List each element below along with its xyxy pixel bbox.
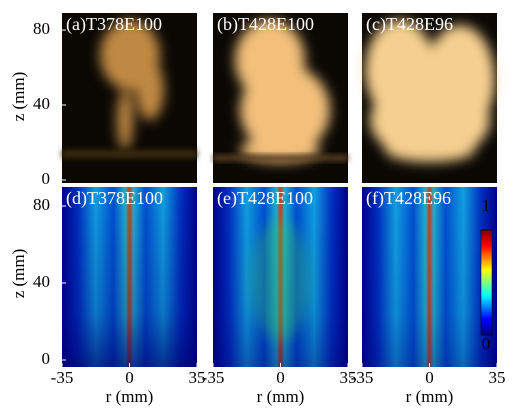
panel-label: (d)T378E100 bbox=[66, 188, 163, 209]
panel-label: (e)T428E100 bbox=[217, 188, 313, 209]
y-tick-label: 0 bbox=[42, 349, 51, 368]
panel-label: (a)T378E100 bbox=[66, 14, 162, 35]
heatmap-d bbox=[62, 187, 197, 367]
y-axis-label: z (mm) bbox=[9, 72, 28, 122]
y-tick-label: 80 bbox=[33, 195, 50, 214]
flame-c bbox=[362, 13, 497, 183]
heatmap-e bbox=[213, 187, 348, 367]
x-axis-label: r (mm) bbox=[106, 387, 154, 406]
x-tick-label: -35 bbox=[202, 368, 225, 387]
y-tick-label: 40 bbox=[33, 272, 50, 291]
flame-b bbox=[213, 13, 348, 183]
panel-label: (f)T428E96 bbox=[366, 188, 451, 209]
x-tick-label: 0 bbox=[276, 368, 285, 387]
y-tick-label: 40 bbox=[33, 94, 50, 113]
colorbar-tick-label: 0 bbox=[482, 334, 491, 353]
panel-label: (b)T428E100 bbox=[217, 14, 314, 35]
x-tick-label: -35 bbox=[51, 368, 74, 387]
y-tick-label: 80 bbox=[33, 19, 50, 38]
x-tick-label: 0 bbox=[425, 368, 434, 387]
x-axis-label: r (mm) bbox=[257, 387, 305, 406]
flame-a bbox=[62, 13, 197, 183]
x-tick-label: 0 bbox=[125, 368, 134, 387]
panel-label: (c)T428E96 bbox=[366, 14, 453, 35]
x-axis-label: r (mm) bbox=[406, 387, 454, 406]
colorbar-tick-label: 1 bbox=[482, 196, 491, 215]
colorbar bbox=[481, 230, 492, 335]
x-tick-label: -35 bbox=[351, 368, 374, 387]
heatmap-f bbox=[362, 187, 497, 367]
figure: (a)T378E100 (b)T428E100 (c)T428E96 (d)T378E… bbox=[0, 0, 520, 409]
y-axis-label: z (mm) bbox=[9, 249, 28, 299]
x-tick-label: 35 bbox=[489, 368, 506, 387]
y-tick-label: 0 bbox=[42, 169, 51, 188]
